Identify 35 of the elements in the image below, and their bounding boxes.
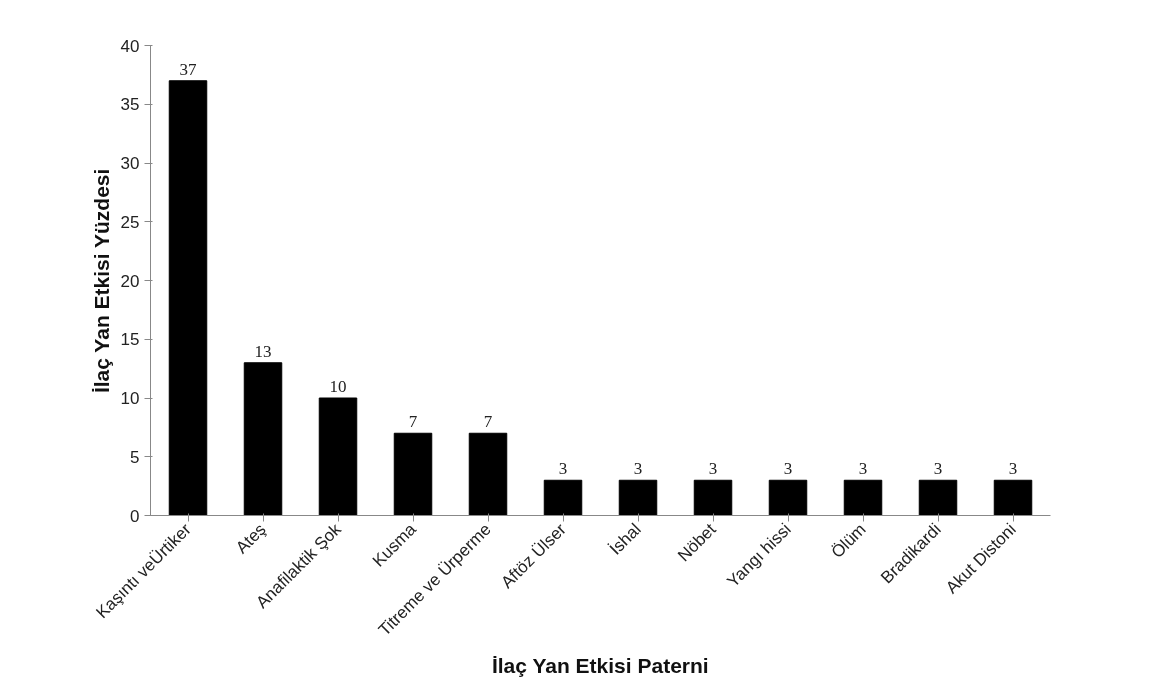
data-label: 3 xyxy=(933,459,943,479)
bar xyxy=(168,80,208,516)
bar xyxy=(918,479,958,516)
bar xyxy=(618,479,658,516)
y-tick-label: 5 xyxy=(130,447,140,467)
bar xyxy=(993,479,1033,516)
x-axis-title: İlaç Yan Etkisi Paterni xyxy=(491,654,709,678)
data-label: 3 xyxy=(1008,459,1018,479)
y-tick-label: 40 xyxy=(120,36,140,56)
data-label: 10 xyxy=(329,377,347,396)
bar xyxy=(543,479,583,516)
data-label: 3 xyxy=(633,459,643,479)
bar xyxy=(318,397,358,516)
bar xyxy=(393,432,433,516)
data-label: 13 xyxy=(254,341,272,361)
bar xyxy=(843,479,883,516)
y-tick-label: 10 xyxy=(120,389,140,408)
y-tick-label: 15 xyxy=(120,330,140,350)
y-axis-title: İlaç Yan Etkisi Yüzdesi xyxy=(89,168,113,394)
bar xyxy=(243,362,283,516)
y-tick-label: 0 xyxy=(130,506,140,526)
data-label: 37 xyxy=(179,59,197,79)
y-tick-label: 20 xyxy=(120,271,140,291)
data-label: 3 xyxy=(783,459,793,479)
bar xyxy=(468,432,508,516)
data-label: 7 xyxy=(483,412,493,432)
y-tick-label: 35 xyxy=(120,95,140,115)
data-label: 7 xyxy=(408,412,418,432)
y-tick-label: 25 xyxy=(120,212,140,232)
bar xyxy=(768,479,808,516)
y-tick-label: 30 xyxy=(120,154,140,173)
data-label: 3 xyxy=(558,459,568,479)
data-label: 3 xyxy=(858,459,868,479)
data-label: 3 xyxy=(708,459,718,479)
bar xyxy=(693,479,733,516)
